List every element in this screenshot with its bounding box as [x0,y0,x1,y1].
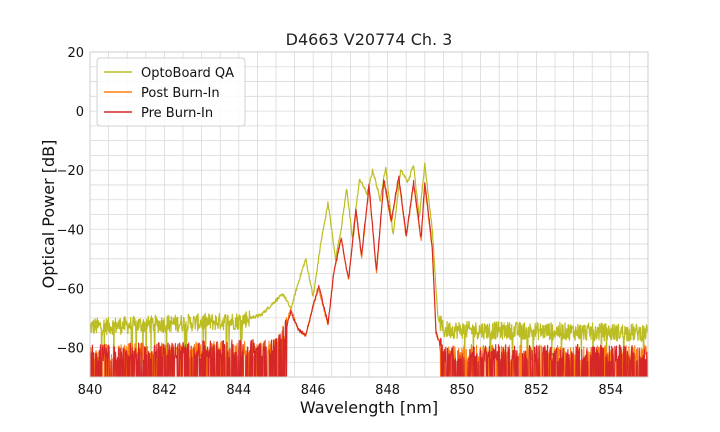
legend-box [96,57,246,127]
y-tick-labels: 20 0 −20 −40 −60 −80 [57,46,84,356]
x-tick-label: 840 [78,383,103,398]
y-axis-title: Optical Power [dB] [39,140,58,289]
plot-frame [89,51,649,378]
x-tick-label: 844 [226,383,251,398]
x-tick-labels: 840 842 844 846 848 850 852 854 [78,383,624,398]
legend-label-optoboard-qa: OptoBoard QA [141,66,234,81]
series-layer [90,162,648,377]
legend-label-pre-burn-in: Pre Burn-In [141,106,213,121]
x-axis-title: Wavelength [nm] [300,398,438,417]
x-tick-label: 854 [598,383,623,398]
legend: OptoBoard QA Post Burn-In Pre Burn-In [96,57,246,127]
x-tick-label: 842 [152,383,177,398]
y-tick-label: 20 [67,46,84,61]
x-tick-label: 848 [375,383,400,398]
chart-title: D4663 V20774 Ch. 3 [286,30,453,49]
y-tick-label: −20 [57,164,84,179]
y-tick-label: −60 [57,282,84,297]
y-tick-label: 0 [76,105,84,120]
x-tick-label: 846 [301,383,326,398]
x-tick-label: 852 [524,383,549,398]
series-line-pre-burn-in [90,175,648,377]
x-tick-label: 850 [450,383,475,398]
y-tick-label: −80 [57,341,84,356]
legend-label-post-burn-in: Post Burn-In [141,86,220,101]
y-tick-label: −40 [57,223,84,238]
